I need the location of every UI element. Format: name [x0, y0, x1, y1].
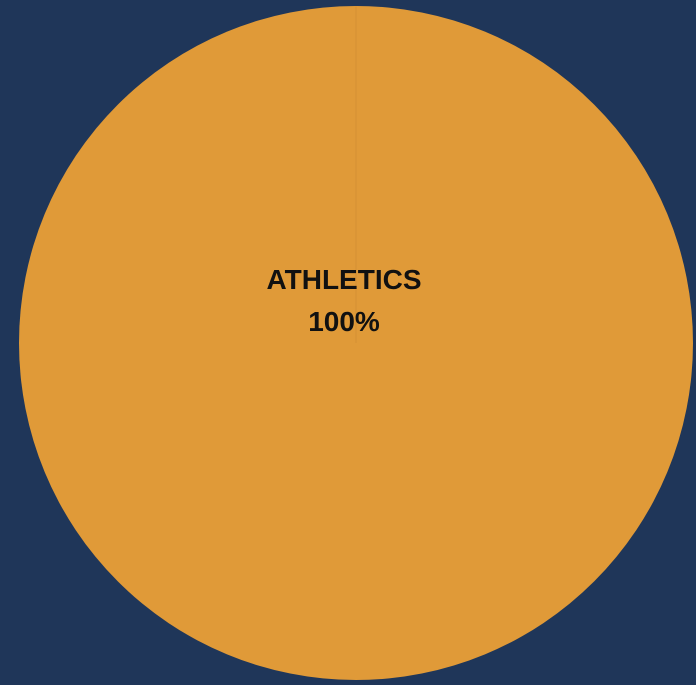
- labels-layer: ATHLETICS 100%: [266, 264, 421, 337]
- slice-percent-label: 100%: [308, 306, 380, 337]
- slice-label: ATHLETICS: [266, 264, 421, 295]
- slices-layer: [19, 6, 693, 680]
